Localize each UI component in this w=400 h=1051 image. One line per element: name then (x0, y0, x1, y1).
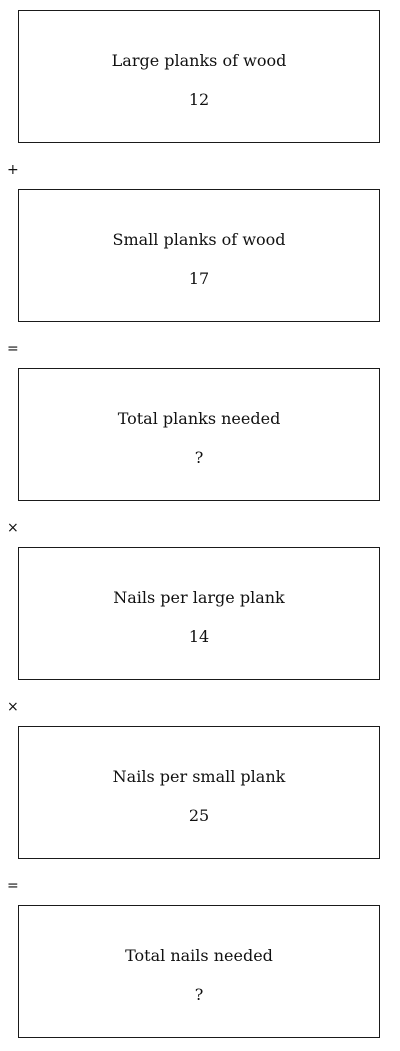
box-label: Large planks of wood (111, 51, 287, 70)
box-value: 25 (188, 806, 210, 825)
operator-plus: + (7, 162, 19, 178)
box-label: Nails per small plank (112, 767, 286, 786)
box-value: ? (194, 448, 204, 467)
box-small-planks: Small planks of wood 17 (18, 189, 380, 322)
operator-multiply: × (7, 699, 19, 715)
box-large-planks: Large planks of wood 12 (18, 10, 380, 143)
operator-equals: = (7, 341, 19, 357)
box-total-planks: Total planks needed ? (18, 368, 380, 501)
box-total-nails: Total nails needed ? (18, 905, 380, 1038)
box-value: 17 (188, 269, 210, 288)
box-label: Nails per large plank (113, 588, 285, 607)
box-label: Small planks of wood (112, 230, 286, 249)
operator-equals: = (7, 878, 19, 894)
operator-multiply: × (7, 520, 19, 536)
box-label: Total planks needed (117, 409, 281, 428)
box-value: 14 (188, 627, 210, 646)
box-label: Total nails needed (125, 946, 273, 965)
box-nails-small: Nails per small plank 25 (18, 726, 380, 859)
box-value: ? (194, 985, 204, 1004)
box-nails-large: Nails per large plank 14 (18, 547, 380, 680)
box-value: 12 (188, 90, 210, 109)
